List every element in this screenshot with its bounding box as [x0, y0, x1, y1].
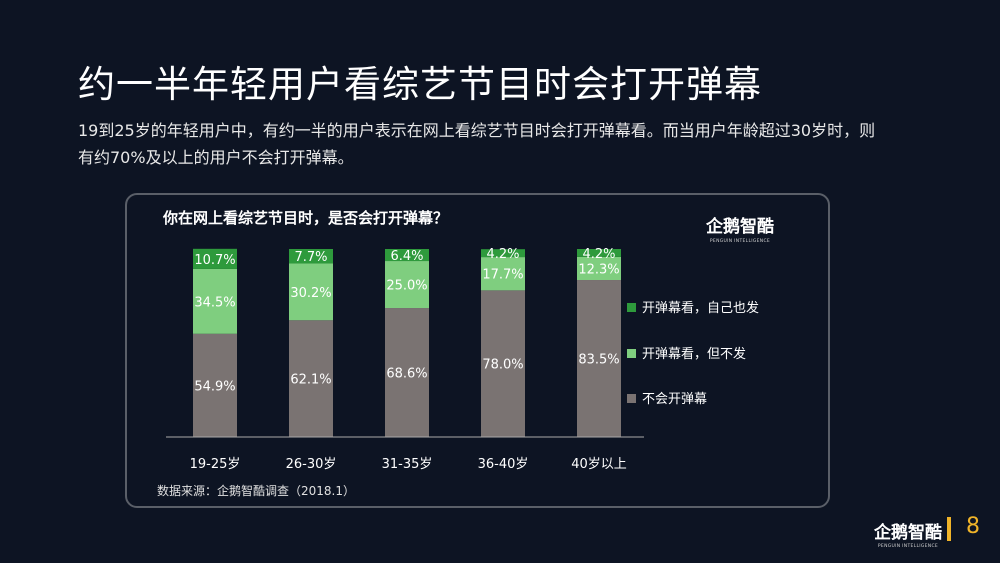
bar-segment: [577, 280, 621, 437]
x-tick-label: 26-30岁: [286, 457, 337, 472]
data-label: 34.5%: [194, 295, 235, 310]
bar-segment: [289, 249, 333, 264]
bar-segment: [481, 249, 525, 258]
bar-segment: [481, 257, 525, 291]
bar-segment: [289, 320, 333, 437]
bar-segment: [385, 308, 429, 437]
x-tick-label: 19-25岁: [190, 457, 241, 472]
chart-panel: [125, 193, 830, 508]
page-title: 约一半年轻用户看综艺节目时会打开弹幕: [78, 63, 762, 106]
data-label: 25.0%: [386, 279, 427, 294]
footer-logo: 企鹅智酷 PENGUIN INTELLIGENCE: [874, 518, 942, 549]
data-label: 17.7%: [482, 268, 523, 283]
x-tick-label: 31-35岁: [382, 457, 433, 472]
data-source: 数据来源：企鹅智酷调查（2018.1）: [157, 484, 355, 498]
legend-swatch: [627, 303, 636, 312]
legend-swatch: [627, 349, 636, 358]
chart-title: 你在网上看综艺节目时，是否会打开弹幕？: [163, 209, 449, 227]
legend-label: 开弹幕看，自己也发: [642, 300, 759, 316]
data-label: 83.5%: [578, 353, 619, 368]
data-label: 6.4%: [390, 249, 423, 264]
data-label: 54.9%: [194, 379, 235, 394]
data-label: 4.2%: [486, 247, 519, 262]
legend-label: 开弹幕看，但不发: [642, 346, 746, 362]
data-label: 78.0%: [482, 358, 523, 373]
footer-accent-bar: [947, 517, 951, 541]
legend-swatch: [627, 394, 636, 403]
data-label: 12.3%: [578, 262, 619, 277]
legend-label: 不会开弹幕: [642, 392, 707, 407]
data-label: 68.6%: [386, 367, 427, 382]
chart-logo-subtext: PENGUIN INTELLIGENCE: [709, 239, 771, 244]
data-label: 7.7%: [294, 250, 327, 265]
chart-logo: 企鹅智酷 PENGUIN INTELLIGENCE: [706, 212, 774, 244]
page-number: 8: [966, 514, 980, 539]
bar-segment: [385, 261, 429, 309]
bar-segment: [289, 263, 333, 321]
bar-segment: [193, 268, 237, 334]
bar-segment: [193, 248, 237, 269]
bar-segment: [481, 290, 525, 437]
data-label: 4.2%: [582, 247, 615, 262]
bar-segment: [577, 256, 621, 281]
data-label: 62.1%: [290, 373, 331, 388]
data-label: 10.7%: [194, 253, 235, 268]
bars-layer: [193, 248, 621, 437]
footer-logo-text: 企鹅智酷: [874, 523, 942, 543]
bar-segment: [577, 249, 621, 257]
data-label: 30.2%: [290, 286, 331, 301]
page-subtitle: 19到25岁的年轻用户中，有约一半的用户表示在网上看综艺节目时会打开弹幕看。而当…: [78, 121, 876, 167]
bar-segment: [193, 333, 237, 437]
labels-layer: 54.9% 34.5% 10.7% 19-25岁 62.1% 30.2% 7.7% 26-30…: [190, 247, 627, 472]
x-tick-label: 36-40岁: [478, 457, 529, 472]
x-tick-label: 40岁以上: [571, 457, 627, 472]
footer-logo-subtext: PENGUIN INTELLIGENCE: [877, 544, 939, 549]
chart-logo-text: 企鹅智酷: [706, 217, 774, 237]
bar-segment: [385, 249, 429, 262]
